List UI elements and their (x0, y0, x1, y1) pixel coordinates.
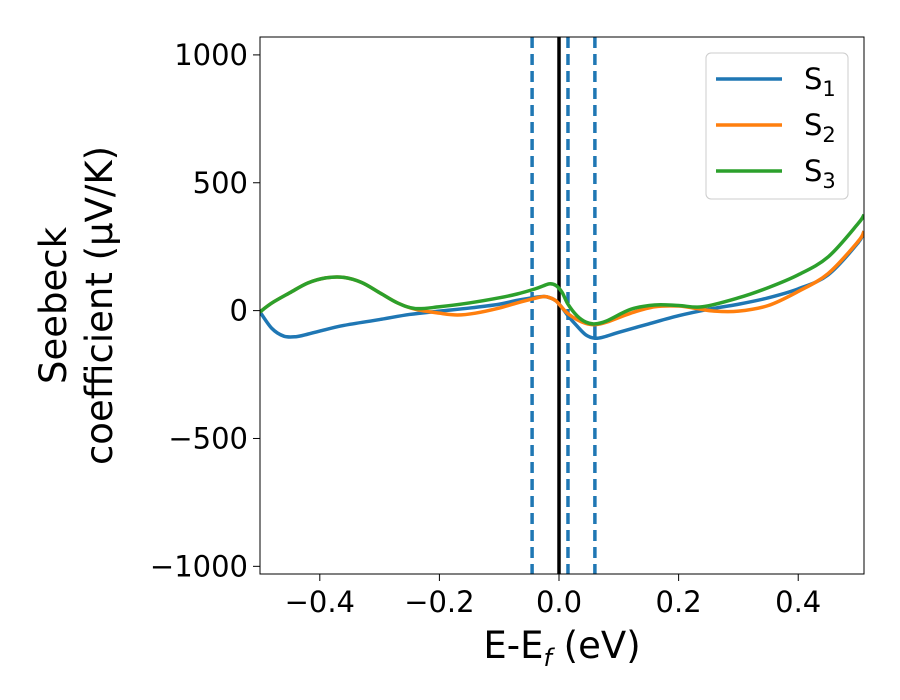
legend: S1 S2 S3 (705, 52, 849, 200)
y-axis-label: Seebeck coefficient (μV/K) (32, 146, 121, 465)
legend-label-s3: S3 (804, 154, 836, 193)
y-tick-label: 500 (193, 166, 248, 200)
vertical-marker-lines (530, 37, 597, 574)
plot-frame (259, 36, 865, 575)
series-lines (260, 213, 864, 341)
legend-label-s2: S2 (804, 108, 836, 147)
x-tick-label: −0.4 (285, 585, 355, 619)
y-axis-ticks: 1000 500 0 −500 −1000 (150, 38, 260, 583)
y-tick-label: −1000 (150, 549, 248, 583)
y-axis-label-line2: coefficient (μV/K) (78, 146, 121, 465)
x-tick-label: 0.4 (775, 585, 821, 619)
y-tick-label: 1000 (174, 38, 248, 72)
legend-label-s1: S1 (804, 62, 836, 101)
x-tick-label: −0.2 (404, 585, 474, 619)
x-axis-ticks: −0.4 −0.2 0.0 0.2 0.4 (285, 574, 821, 619)
series-line-s3 (260, 213, 864, 326)
y-tick-label: 0 (230, 294, 248, 328)
x-axis-label: E-Ef (eV) (483, 624, 640, 672)
x-tick-label: 0.0 (536, 585, 582, 619)
y-axis-label-line1: Seebeck (32, 226, 75, 384)
x-tick-label: 0.2 (656, 585, 702, 619)
y-tick-label: −500 (168, 421, 248, 455)
